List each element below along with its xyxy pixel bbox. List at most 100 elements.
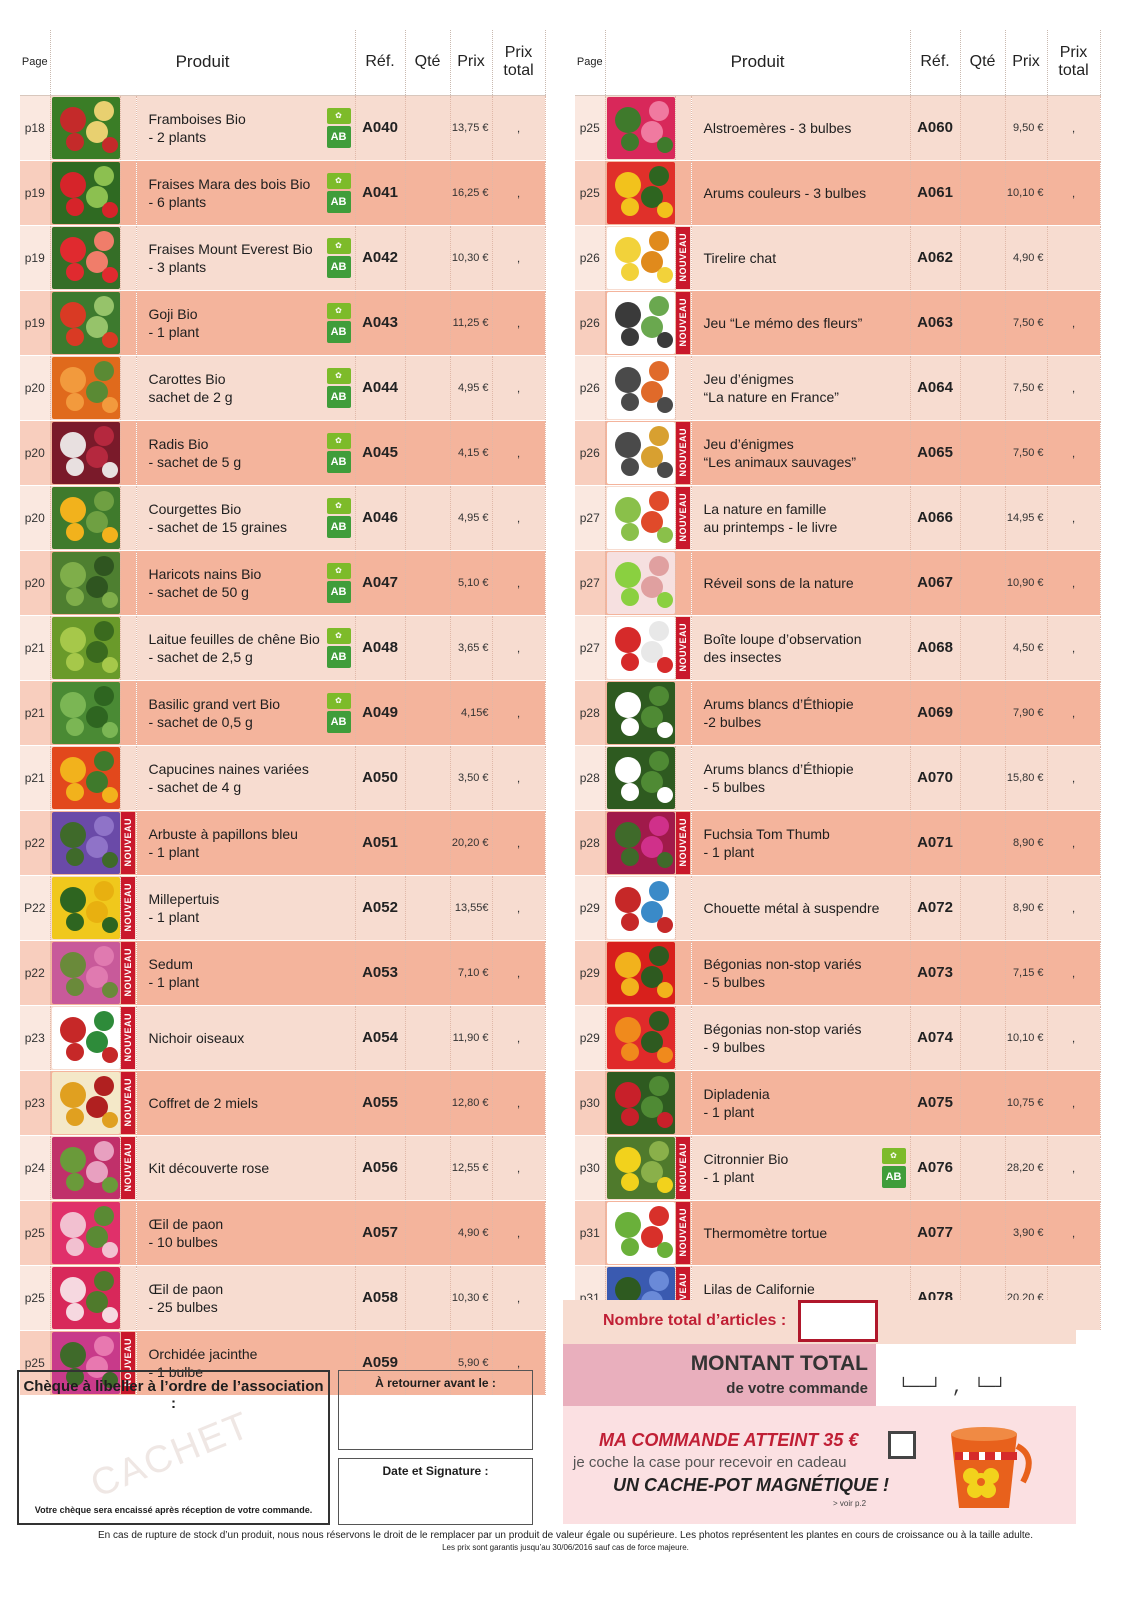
line-total-field[interactable]: , — [1047, 95, 1101, 161]
line-total-field[interactable]: , — [1047, 485, 1101, 551]
quantity-field[interactable] — [960, 485, 1006, 551]
product-photo — [51, 421, 120, 484]
quantity-field[interactable] — [960, 875, 1006, 941]
line-total-field[interactable]: , — [492, 680, 546, 746]
product-name-lines: Radis Bio - sachet de 5 g — [149, 435, 355, 471]
line-total-field[interactable] — [1047, 225, 1101, 291]
line-total-field[interactable]: , — [492, 810, 546, 876]
quantity-field[interactable] — [405, 225, 451, 291]
quantity-field[interactable] — [960, 745, 1006, 811]
line-total-field[interactable]: , — [492, 355, 546, 421]
row-page: p24 — [20, 1135, 51, 1201]
line-total-field[interactable]: , — [492, 1330, 546, 1396]
quantity-field[interactable] — [405, 95, 451, 161]
line-total-field[interactable]: , — [492, 1005, 546, 1071]
product-name-line: - sachet de 0,5 g — [148, 713, 253, 730]
line-total-field[interactable]: , — [1047, 745, 1101, 811]
line-total-field[interactable]: , — [1047, 420, 1101, 486]
quantity-field[interactable] — [960, 290, 1006, 356]
quantity-field[interactable] — [405, 745, 451, 811]
photo-blob — [93, 230, 114, 251]
return-date-box[interactable]: À retourner avant le : — [338, 1370, 533, 1450]
photo-blob — [85, 705, 108, 728]
unit-price: 20,20 € — [450, 810, 493, 876]
promo-see-page: > voir p.2 — [833, 1499, 867, 1508]
quantity-field[interactable] — [405, 1265, 451, 1331]
line-total-field[interactable]: , — [1047, 550, 1101, 616]
line-total-field[interactable]: , — [492, 485, 546, 551]
quantity-field[interactable] — [405, 485, 451, 551]
quantity-field[interactable] — [405, 1070, 451, 1136]
line-total-field[interactable]: , — [492, 745, 546, 811]
line-total-field[interactable]: , — [492, 1135, 546, 1201]
quantity-field[interactable] — [960, 160, 1006, 226]
line-total-field[interactable]: , — [1047, 355, 1101, 421]
new-badge-label: NOUVEAU — [677, 1143, 688, 1192]
quantity-field[interactable] — [405, 940, 451, 1006]
line-total-field[interactable]: , — [1047, 1070, 1101, 1136]
quantity-field[interactable] — [405, 875, 451, 941]
line-total-field[interactable]: , — [492, 875, 546, 941]
gift-checkbox[interactable] — [888, 1431, 916, 1459]
quantity-field[interactable] — [405, 1005, 451, 1071]
signature-box[interactable]: Date et Signature : — [338, 1458, 533, 1525]
new-badge-label: NOUVEAU — [122, 1078, 133, 1127]
line-total-field[interactable]: , — [1047, 290, 1101, 356]
quantity-field[interactable] — [405, 810, 451, 876]
product-name: Chouette métal à suspendre — [691, 875, 911, 941]
quantity-field[interactable] — [405, 1135, 451, 1201]
quantity-field[interactable] — [960, 615, 1006, 681]
line-total-field[interactable]: , — [492, 940, 546, 1006]
photo-blob — [93, 945, 114, 966]
line-total-field[interactable]: , — [492, 1265, 546, 1331]
quantity-field[interactable] — [960, 940, 1006, 1006]
line-total-field[interactable]: , — [492, 420, 546, 486]
photo-blob — [640, 1225, 663, 1248]
order-total-field[interactable]: └──┘ , └─┘ — [898, 1378, 1007, 1398]
quantity-field[interactable] — [405, 160, 451, 226]
line-total-field[interactable]: , — [492, 1200, 546, 1266]
line-total-field[interactable]: , — [1047, 160, 1101, 226]
quantity-field[interactable] — [960, 810, 1006, 876]
line-total-field[interactable]: , — [492, 550, 546, 616]
new-badge: NOUVEAU — [675, 811, 690, 874]
quantity-field[interactable] — [405, 1200, 451, 1266]
article-count-field[interactable] — [798, 1300, 878, 1342]
quantity-field[interactable] — [960, 1135, 1006, 1201]
quantity-field[interactable] — [960, 550, 1006, 616]
line-total-field[interactable]: , — [1047, 615, 1101, 681]
quantity-field[interactable] — [405, 1330, 451, 1396]
ab-logo: AB — [326, 190, 351, 213]
line-total-field[interactable]: , — [1047, 680, 1101, 746]
quantity-field[interactable] — [960, 355, 1006, 421]
line-total-field[interactable]: , — [1047, 1135, 1101, 1201]
quantity-field[interactable] — [960, 95, 1006, 161]
quantity-field[interactable] — [960, 420, 1006, 486]
quantity-field[interactable] — [405, 550, 451, 616]
quantity-field[interactable] — [960, 1070, 1006, 1136]
line-total-field[interactable]: , — [492, 1070, 546, 1136]
line-total-field[interactable]: , — [492, 160, 546, 226]
line-total-field[interactable]: , — [492, 615, 546, 681]
quantity-field[interactable] — [405, 615, 451, 681]
quantity-field[interactable] — [960, 1005, 1006, 1071]
quantity-field[interactable] — [960, 225, 1006, 291]
line-total-field[interactable]: , — [1047, 940, 1101, 1006]
line-total-field[interactable]: , — [492, 95, 546, 161]
line-total-field[interactable]: , — [1047, 810, 1101, 876]
line-total-field[interactable]: , — [492, 290, 546, 356]
line-total-field[interactable]: , — [1047, 1005, 1101, 1071]
photo-blob — [65, 912, 84, 931]
row-page: p22 — [20, 810, 51, 876]
photo-blob — [59, 691, 86, 718]
line-total-field[interactable]: , — [492, 225, 546, 291]
quantity-field[interactable] — [960, 680, 1006, 746]
quantity-field[interactable] — [960, 1200, 1006, 1266]
quantity-field[interactable] — [405, 420, 451, 486]
quantity-field[interactable] — [405, 680, 451, 746]
photo-blob — [85, 445, 108, 468]
quantity-field[interactable] — [405, 290, 451, 356]
line-total-field[interactable]: , — [1047, 1200, 1101, 1266]
line-total-field[interactable]: , — [1047, 875, 1101, 941]
quantity-field[interactable] — [405, 355, 451, 421]
